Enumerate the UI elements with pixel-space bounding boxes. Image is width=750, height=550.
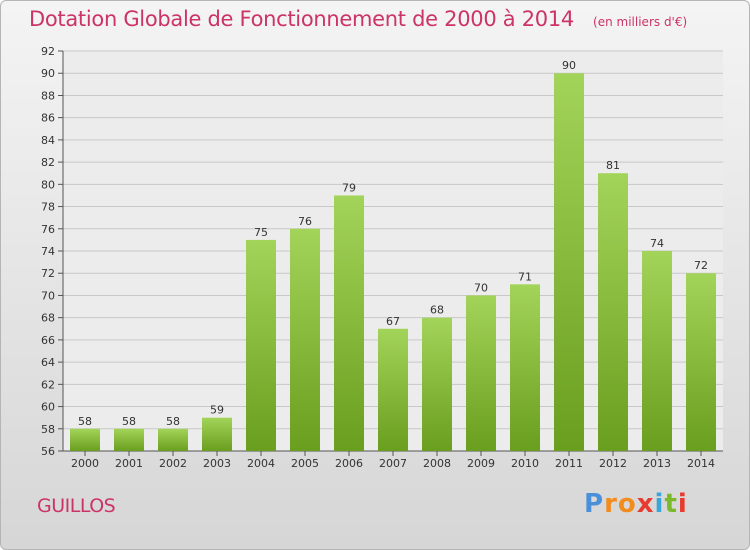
chart-title: Dotation Globale de Fonctionnement de 20… xyxy=(29,7,574,31)
y-tick-label: 64 xyxy=(41,356,55,369)
commune-name: GUILLOS xyxy=(37,495,116,517)
bar xyxy=(686,273,716,451)
bar xyxy=(158,428,188,451)
data-label: 58 xyxy=(166,415,180,428)
bar xyxy=(290,228,320,451)
x-tick-label: 2002 xyxy=(159,457,187,470)
y-tick-label: 84 xyxy=(41,134,55,147)
bar xyxy=(466,295,496,451)
x-tick-label: 2012 xyxy=(599,457,627,470)
logo-letter: t xyxy=(664,489,678,519)
bar xyxy=(378,328,408,451)
y-tick-label: 56 xyxy=(41,445,55,458)
bar xyxy=(70,428,100,451)
bar xyxy=(334,195,364,451)
x-tick-label: 2008 xyxy=(423,457,451,470)
y-tick-label: 78 xyxy=(41,201,55,214)
data-label: 90 xyxy=(562,59,576,72)
data-label: 67 xyxy=(386,315,400,328)
unit-note: (en milliers d'€) xyxy=(593,15,688,29)
x-tick-label: 2003 xyxy=(203,457,231,470)
data-label: 74 xyxy=(650,237,664,250)
data-label: 70 xyxy=(474,281,488,294)
x-tick-label: 2010 xyxy=(511,457,539,470)
y-tick-label: 62 xyxy=(41,378,55,391)
x-tick-label: 2007 xyxy=(379,457,407,470)
x-tick-label: 2005 xyxy=(291,457,319,470)
logo-letter: i xyxy=(677,489,688,519)
bar xyxy=(642,251,672,451)
y-tick-label: 60 xyxy=(41,401,55,414)
y-tick-label: 74 xyxy=(41,245,55,258)
y-tick-label: 80 xyxy=(41,178,55,191)
data-label: 76 xyxy=(298,215,312,228)
bar xyxy=(510,284,540,451)
data-label: 71 xyxy=(518,270,532,283)
data-label: 81 xyxy=(606,159,620,172)
y-tick-label: 90 xyxy=(41,67,55,80)
x-tick-label: 2006 xyxy=(335,457,363,470)
bar xyxy=(554,73,584,451)
y-tick-label: 66 xyxy=(41,334,55,347)
bar xyxy=(246,239,276,451)
proxiti-logo: Proxiti xyxy=(584,489,688,519)
logo-letter: x xyxy=(636,489,655,519)
x-tick-label: 2014 xyxy=(687,457,715,470)
title-row: Dotation Globale de Fonctionnement de 20… xyxy=(29,7,687,31)
data-label: 58 xyxy=(78,415,92,428)
data-label: 68 xyxy=(430,304,444,317)
bar xyxy=(202,417,232,451)
bar xyxy=(598,173,628,451)
data-label: 72 xyxy=(694,259,708,272)
y-tick-label: 70 xyxy=(41,289,55,302)
y-tick-label: 68 xyxy=(41,312,55,325)
data-label: 58 xyxy=(122,415,136,428)
x-tick-label: 2009 xyxy=(467,457,495,470)
y-tick-label: 88 xyxy=(41,89,55,102)
y-tick-label: 92 xyxy=(41,45,55,58)
y-tick-label: 86 xyxy=(41,112,55,125)
x-tick-label: 2001 xyxy=(115,457,143,470)
bar xyxy=(422,317,452,451)
data-label: 79 xyxy=(342,181,356,194)
y-tick-label: 76 xyxy=(41,223,55,236)
logo-letter: r xyxy=(604,489,618,519)
y-tick-label: 82 xyxy=(41,156,55,169)
data-label: 75 xyxy=(254,226,268,239)
x-tick-label: 2011 xyxy=(555,457,583,470)
y-tick-label: 58 xyxy=(41,423,55,436)
logo-letter: P xyxy=(584,489,605,519)
logo-letter: o xyxy=(617,489,637,519)
data-label: 59 xyxy=(210,404,224,417)
x-tick-label: 2000 xyxy=(71,457,99,470)
bar xyxy=(114,428,144,451)
x-tick-label: 2004 xyxy=(247,457,275,470)
y-tick-label: 72 xyxy=(41,267,55,280)
x-tick-label: 2013 xyxy=(643,457,671,470)
logo-letter: i xyxy=(654,489,665,519)
